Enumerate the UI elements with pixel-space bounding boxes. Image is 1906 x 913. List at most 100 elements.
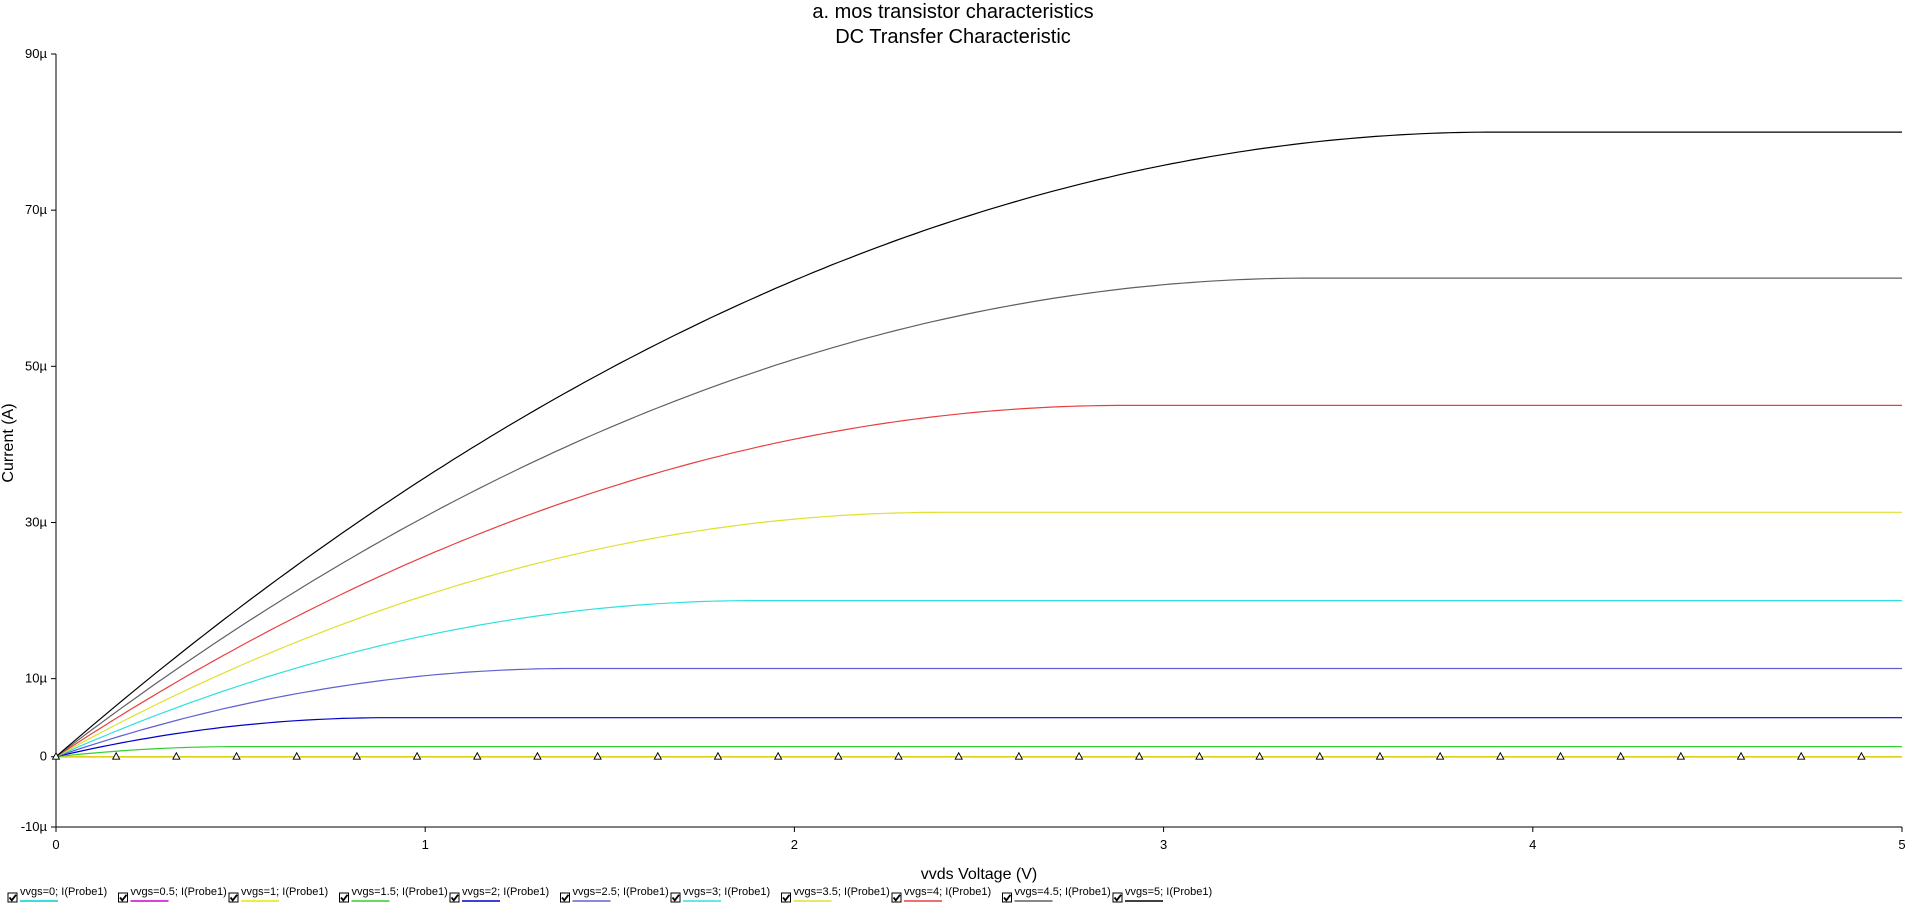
legend-label: vvgs=4.5; I(Probe1)	[1015, 886, 1111, 898]
y-tick-label: -10µ	[21, 819, 48, 834]
marker-triangle	[713, 751, 723, 760]
series-line-8	[55, 404, 1902, 758]
legend-checkbox[interactable]	[339, 892, 349, 903]
legend-checkbox[interactable]	[1002, 892, 1012, 903]
series-line-3	[55, 745, 1902, 758]
legend-checkbox[interactable]	[449, 892, 460, 903]
legend-checkbox[interactable]	[228, 892, 239, 903]
marker-triangle	[232, 751, 241, 760]
marker-triangle	[1435, 751, 1445, 760]
legend-checkbox[interactable]	[560, 892, 570, 903]
marker-triangle	[1074, 751, 1084, 760]
marker-triangle	[1676, 751, 1686, 760]
legend-item[interactable]: vvgs=0.5; I(Probe1)	[118, 886, 227, 903]
legend-label: vvgs=0; I(Probe1)	[20, 886, 107, 898]
legend-label: vvgs=1.5; I(Probe1)	[352, 886, 448, 898]
check-icon	[1003, 894, 1012, 902]
marker-triangle	[1315, 751, 1325, 760]
marker-triangle	[51, 751, 61, 760]
legend-label: vvgs=3.5; I(Probe1)	[794, 886, 890, 898]
y-tick-label: 30µ	[25, 514, 47, 529]
check-icon	[340, 894, 349, 902]
marker-triangle	[412, 751, 422, 760]
legend-label: vvgs=5; I(Probe1)	[1125, 886, 1212, 898]
legend-label: vvgs=1; I(Probe1)	[241, 886, 328, 898]
legend-label: vvgs=4; I(Probe1)	[904, 886, 991, 898]
marker-triangle	[1375, 751, 1385, 760]
check-icon	[450, 894, 459, 902]
y-axis-ticks: 90µ 70µ 50µ 30µ 10µ 0 -10µ	[21, 46, 56, 834]
legend: vvgs=0; I(Probe1) vvgs=0.5; I(Probe1) vvgs…	[7, 886, 1212, 903]
y-tick-label: 10µ	[25, 671, 47, 686]
legend-item[interactable]: vvgs=5; I(Probe1)	[1112, 886, 1212, 903]
chart-subtitle: DC Transfer Characteristic	[835, 26, 1071, 48]
series-line-4	[55, 717, 1902, 758]
legend-item[interactable]: vvgs=2; I(Probe1)	[449, 886, 549, 903]
legend-item[interactable]: vvgs=4.5; I(Probe1)	[1002, 886, 1111, 903]
legend-item[interactable]: vvgs=4; I(Probe1)	[891, 886, 991, 903]
x-axis-ticks: 0 1 2 3 4 5	[52, 827, 1906, 852]
legend-checkbox[interactable]	[781, 892, 791, 903]
check-icon	[892, 894, 901, 902]
marker-triangle	[1195, 751, 1204, 760]
marker-triangle	[653, 751, 663, 760]
legend-label: vvgs=2; I(Probe1)	[462, 886, 549, 898]
legend-checkbox[interactable]	[118, 892, 128, 903]
y-tick-label: 90µ	[25, 46, 47, 61]
marker-triangle	[292, 751, 301, 760]
marker-triangle	[1796, 751, 1806, 760]
legend-item[interactable]: vvgs=1; I(Probe1)	[228, 886, 328, 903]
x-axis-title: vvds Voltage (V)	[921, 866, 1038, 883]
legend-item[interactable]: vvgs=3; I(Probe1)	[670, 886, 770, 903]
y-axis-title: Current (A)	[0, 403, 17, 482]
series-markers	[51, 751, 1866, 760]
marker-triangle	[894, 751, 903, 760]
series-line-5	[55, 667, 1902, 758]
check-icon	[229, 894, 238, 902]
marker-triangle	[111, 751, 121, 760]
x-tick-label: 0	[52, 837, 59, 852]
marker-triangle	[1736, 751, 1746, 760]
marker-triangle	[473, 751, 482, 760]
legend-item[interactable]: vvgs=1.5; I(Probe1)	[339, 886, 448, 903]
marker-triangle	[352, 751, 362, 760]
check-icon	[119, 894, 128, 902]
marker-triangle	[773, 751, 783, 760]
marker-triangle	[593, 751, 602, 760]
legend-checkbox[interactable]	[891, 892, 902, 903]
x-tick-label: 4	[1529, 837, 1536, 852]
chart-title: a. mos transistor characteristics	[812, 1, 1093, 23]
legend-item[interactable]: vvgs=3.5; I(Probe1)	[781, 886, 890, 903]
marker-triangle	[1857, 751, 1866, 760]
series-line-9	[55, 277, 1902, 758]
marker-triangle	[1255, 751, 1264, 760]
series-line-6	[55, 599, 1902, 758]
legend-item[interactable]: vvgs=2.5; I(Probe1)	[560, 886, 669, 903]
marker-triangle	[1014, 751, 1024, 760]
marker-triangle	[1556, 751, 1565, 760]
y-tick-label: 70µ	[25, 202, 47, 217]
y-tick-label: 50µ	[25, 358, 47, 373]
x-tick-label: 5	[1898, 837, 1905, 852]
series-line-10	[55, 131, 1902, 758]
x-tick-label: 3	[1160, 837, 1167, 852]
check-icon	[8, 894, 17, 902]
marker-triangle	[834, 751, 843, 760]
marker-triangle	[954, 751, 963, 760]
legend-checkbox[interactable]	[7, 892, 18, 903]
check-icon	[671, 894, 680, 902]
check-icon	[782, 894, 791, 902]
legend-label: vvgs=0.5; I(Probe1)	[131, 886, 227, 898]
check-icon	[561, 894, 570, 902]
legend-checkbox[interactable]	[1112, 892, 1123, 903]
check-icon	[1113, 894, 1122, 902]
legend-item[interactable]: vvgs=0; I(Probe1)	[7, 886, 107, 903]
marker-triangle	[533, 751, 542, 760]
legend-checkbox[interactable]	[670, 892, 681, 903]
marker-triangle	[1134, 751, 1144, 760]
y-tick-label: 0	[40, 749, 47, 764]
marker-triangle	[172, 751, 181, 760]
marker-triangle	[1496, 751, 1505, 760]
series-lines	[55, 131, 1902, 758]
